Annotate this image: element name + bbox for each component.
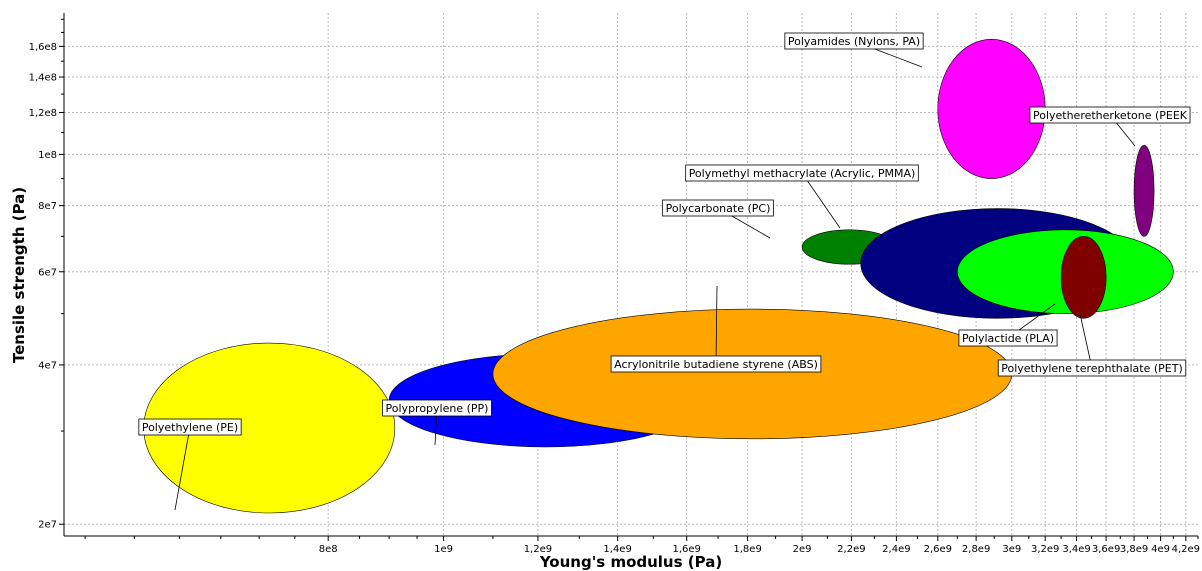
ellipse-polyetheretherketone-peek bbox=[1133, 145, 1155, 237]
label-polymethyl-methacrylate-acrylic-pmma: Polymethyl methacrylate (Acrylic, PMMA) bbox=[685, 164, 919, 229]
x-tick-label: 2,6e9 bbox=[924, 544, 952, 555]
leader-line bbox=[715, 285, 718, 365]
label-box bbox=[138, 418, 242, 436]
label-box bbox=[784, 32, 924, 50]
x-tick-label: 3,8e9 bbox=[1120, 544, 1148, 555]
y-tick-label: 1,6e8 bbox=[29, 42, 57, 53]
y-axis-ticks: 2e7 4e7 6e7 8e7 1e8 1,2e8 1,4e8 1,6e8 bbox=[29, 18, 64, 531]
label-box bbox=[958, 329, 1058, 347]
x-tick-label: 1e9 bbox=[434, 544, 453, 555]
x-axis-ticks: 8e8 1e9 1,2e9 1,4e9 1,6e9 1,8e9 2e9 2,2e9 2,4e9 2… bbox=[84, 536, 1200, 555]
y-tick-label: 1,4e8 bbox=[29, 73, 57, 84]
x-tick-label: 2,2e9 bbox=[837, 544, 865, 555]
label-box bbox=[382, 399, 492, 417]
label-text: Polyetheretherketone (PEEK bbox=[1033, 109, 1188, 122]
x-tick-label: 3,4e9 bbox=[1062, 544, 1090, 555]
label-text: Polyamides (Nylons, PA) bbox=[788, 35, 920, 48]
label-box bbox=[1029, 106, 1191, 124]
label-box bbox=[662, 199, 774, 217]
x-tick-label: 4e9 bbox=[1151, 544, 1170, 555]
y-tick-label: 1,2e8 bbox=[29, 108, 57, 119]
label-polycarbonate-pc: Polycarbonate (PC) bbox=[662, 199, 774, 239]
label-text: Polymethyl methacrylate (Acrylic, PMMA) bbox=[689, 167, 916, 180]
annotations: Polyethylene (PE) Polypropylene (PP) Acryl… bbox=[138, 32, 1191, 511]
x-tick-label: 8e8 bbox=[319, 544, 338, 555]
y-tick-label: 8e7 bbox=[38, 201, 57, 212]
leader-line bbox=[801, 172, 841, 229]
label-polyamides-nylons-pa: Polyamides (Nylons, PA) bbox=[784, 32, 924, 68]
y-tick-label: 2e7 bbox=[38, 520, 57, 531]
x-tick-label: 1,4e9 bbox=[603, 544, 631, 555]
y-tick-label: 1e8 bbox=[38, 150, 57, 161]
label-polyetheretherketone-peek: Polyetheretherketone (PEEK bbox=[1029, 106, 1191, 147]
ellipse-acrylonitrile-butadiene-styrene-abs bbox=[492, 308, 1013, 440]
label-text: Polylactide (PLA) bbox=[962, 332, 1054, 345]
x-tick-label: 2e9 bbox=[793, 544, 812, 555]
label-text: Polypropylene (PP) bbox=[386, 402, 489, 415]
label-polylactide-pla: Polylactide (PLA) bbox=[958, 303, 1058, 347]
y-tick-label: 6e7 bbox=[38, 267, 57, 278]
ellipse-polyamides-nylons-pa bbox=[937, 38, 1046, 179]
x-tick-label: 4,2e9 bbox=[1172, 544, 1200, 555]
label-box bbox=[997, 359, 1187, 377]
ellipse-polylactide-pla bbox=[1060, 236, 1107, 319]
label-polyethylene-pe: Polyethylene (PE) bbox=[138, 418, 242, 511]
x-tick-label: 1,2e9 bbox=[524, 544, 552, 555]
x-tick-label: 2,8e9 bbox=[962, 544, 990, 555]
x-tick-label: 3,2e9 bbox=[1031, 544, 1059, 555]
leader-line bbox=[174, 426, 191, 511]
label-acrylonitrile-butadiene-styrene-abs: Acrylonitrile butadiene styrene (ABS) bbox=[610, 285, 822, 373]
x-tick-label: 3,6e9 bbox=[1092, 544, 1120, 555]
y-axis-title: Tensile strength (Pa) bbox=[10, 187, 28, 363]
x-tick-label: 2,4e9 bbox=[882, 544, 910, 555]
axes bbox=[63, 13, 1198, 537]
label-text: Acrylonitrile butadiene styrene (ABS) bbox=[614, 358, 818, 371]
x-tick-label: 1,8e9 bbox=[733, 544, 761, 555]
label-polypropylene-pp: Polypropylene (PP) bbox=[382, 399, 492, 446]
label-text: Polycarbonate (PC) bbox=[666, 202, 771, 215]
leader-line bbox=[1079, 313, 1093, 369]
x-axis-title: Young's modulus (Pa) bbox=[539, 553, 722, 571]
x-tick-label: 3e9 bbox=[1002, 544, 1021, 555]
x-tick-label: 1,6e9 bbox=[672, 544, 700, 555]
label-polyethylene-terephthalate-pet: Polyethylene terephthalate (PET) bbox=[997, 313, 1187, 377]
y-tick-label: 4e7 bbox=[38, 360, 57, 371]
label-text: Polyethylene terephthalate (PET) bbox=[1001, 362, 1183, 375]
label-box bbox=[610, 355, 822, 373]
label-text: Polyethylene (PE) bbox=[142, 421, 238, 434]
material-ellipses bbox=[143, 38, 1174, 514]
label-box bbox=[685, 164, 919, 182]
